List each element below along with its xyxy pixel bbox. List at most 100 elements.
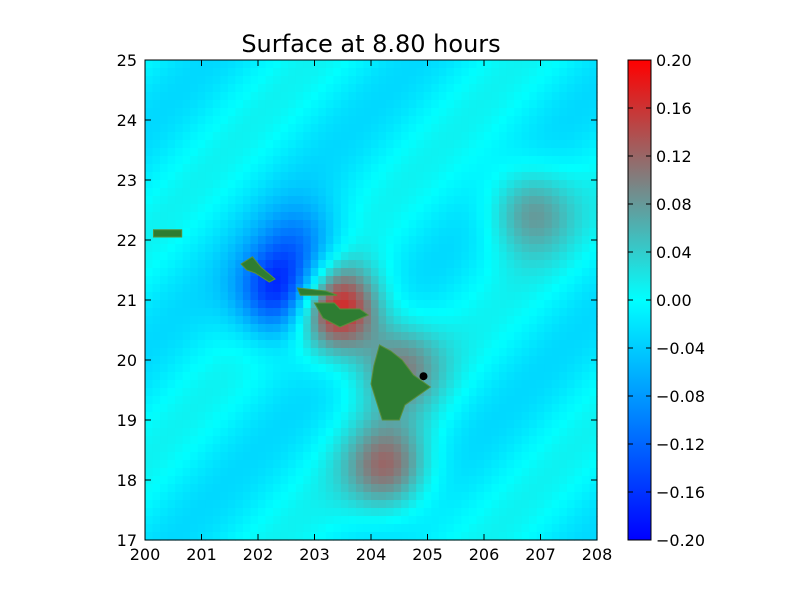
heatmap-cell xyxy=(431,364,440,373)
heatmap-cell xyxy=(484,68,493,77)
heatmap-cell xyxy=(160,332,169,341)
heatmap-cell xyxy=(242,484,252,493)
heatmap-cell xyxy=(250,412,259,421)
heatmap-cell xyxy=(242,492,252,501)
heatmap-cell xyxy=(265,388,274,397)
heatmap-cell xyxy=(423,308,432,317)
heatmap-cell xyxy=(423,500,432,509)
heatmap-cell xyxy=(416,460,425,469)
heatmap-cell xyxy=(393,340,402,349)
heatmap-cell xyxy=(318,532,327,541)
heatmap-cell xyxy=(446,308,455,317)
heatmap-cell xyxy=(333,244,342,253)
heatmap-cell xyxy=(197,76,206,85)
heatmap-cell xyxy=(393,68,402,77)
heatmap-cell xyxy=(212,316,221,325)
heatmap-cell xyxy=(589,156,598,165)
heatmap-cell xyxy=(544,372,553,381)
heatmap-cell xyxy=(461,492,470,501)
heatmap-cell xyxy=(551,508,560,517)
heatmap-cell xyxy=(551,444,560,453)
heatmap-cell xyxy=(574,124,583,133)
heatmap-cell xyxy=(416,220,425,229)
heatmap-cell xyxy=(190,412,199,421)
heatmap-cell xyxy=(250,484,259,493)
heatmap-cell xyxy=(288,236,297,245)
heatmap-cell xyxy=(235,156,244,165)
heatmap-cell xyxy=(348,428,357,437)
heatmap-cell xyxy=(235,388,244,397)
heatmap-cell xyxy=(220,244,229,253)
heatmap-cell xyxy=(408,412,417,421)
heatmap-cell xyxy=(355,188,365,197)
heatmap-cell xyxy=(566,60,575,69)
heatmap-cell xyxy=(295,316,304,325)
heatmap-cell xyxy=(446,124,455,133)
heatmap-cell xyxy=(235,532,244,541)
heatmap-cell xyxy=(280,332,289,341)
heatmap-cell xyxy=(416,324,425,333)
y-tick-label: 24 xyxy=(117,111,137,130)
heatmap-cell xyxy=(340,508,349,517)
heatmap-cell xyxy=(355,444,365,453)
heatmap-cell xyxy=(408,308,417,317)
heatmap-cell xyxy=(491,332,500,341)
heatmap-cell xyxy=(521,60,530,69)
heatmap-cell xyxy=(408,220,417,229)
heatmap-cell xyxy=(514,108,523,117)
heatmap-cell xyxy=(423,292,432,301)
y-tick-label: 23 xyxy=(117,171,137,190)
heatmap-cell xyxy=(453,308,462,317)
heatmap-cell xyxy=(544,484,553,493)
heatmap-cell xyxy=(476,172,485,181)
heatmap-cell xyxy=(551,532,560,541)
heatmap-cell xyxy=(453,420,462,429)
heatmap-cell xyxy=(536,76,545,85)
heatmap-cell xyxy=(506,452,515,461)
heatmap-cell xyxy=(574,308,583,317)
heatmap-cell xyxy=(182,492,191,501)
heatmap-cell xyxy=(265,60,274,69)
heatmap-cell xyxy=(310,516,319,525)
heatmap-cell xyxy=(152,92,161,101)
heatmap-cell xyxy=(491,60,500,69)
heatmap-cell xyxy=(355,340,365,349)
heatmap-cell xyxy=(536,68,545,77)
heatmap-cell xyxy=(288,108,297,117)
heatmap-cell xyxy=(416,500,425,509)
heatmap-cell xyxy=(288,348,297,357)
heatmap-cell xyxy=(393,292,402,301)
heatmap-cell xyxy=(499,508,508,517)
heatmap-cell xyxy=(544,428,553,437)
heatmap-cell xyxy=(378,108,387,117)
heatmap-cell xyxy=(416,452,425,461)
heatmap-cell xyxy=(197,460,206,469)
heatmap-cell xyxy=(258,132,267,141)
heatmap-cell xyxy=(288,372,297,381)
heatmap-cell xyxy=(182,348,191,357)
heatmap-cell xyxy=(160,308,169,317)
heatmap-cell xyxy=(265,220,274,229)
heatmap-cell xyxy=(431,116,440,125)
heatmap-cell xyxy=(258,204,267,213)
heatmap-cell xyxy=(499,84,508,93)
heatmap-cell xyxy=(303,316,312,325)
heatmap-cell xyxy=(544,148,553,157)
heatmap-cell xyxy=(348,172,357,181)
heatmap-cell xyxy=(446,324,455,333)
heatmap-cell xyxy=(371,468,380,477)
heatmap-cell xyxy=(258,76,267,85)
heatmap-cell xyxy=(416,308,425,317)
heatmap-cell xyxy=(529,100,538,109)
heatmap-cell xyxy=(506,140,515,149)
heatmap-cell xyxy=(190,292,199,301)
heatmap-cell xyxy=(574,84,583,93)
heatmap-cell xyxy=(348,284,357,293)
heatmap-cell xyxy=(559,92,568,101)
heatmap-cell xyxy=(484,420,493,429)
heatmap-cell xyxy=(250,532,259,541)
heatmap-cell xyxy=(453,148,462,157)
heatmap-cell xyxy=(235,444,244,453)
heatmap-cell xyxy=(182,380,191,389)
heatmap-cell xyxy=(499,492,508,501)
